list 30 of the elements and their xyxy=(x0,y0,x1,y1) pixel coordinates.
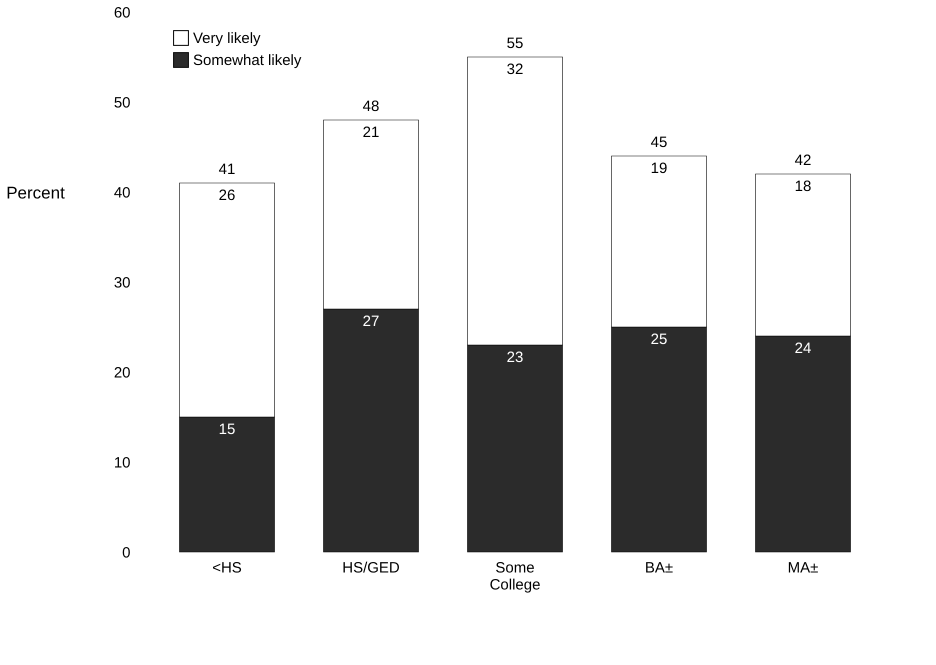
y-tick-label: 0 xyxy=(122,544,130,562)
data-label: 23 xyxy=(506,349,524,366)
data-label: 15 xyxy=(218,421,236,438)
legend-label: Somewhat likely xyxy=(193,52,302,69)
x-tick-label: <HS xyxy=(212,560,242,576)
total-label: 55 xyxy=(506,35,524,52)
y-tick-label: 50 xyxy=(114,94,130,112)
data-label: 27 xyxy=(362,313,380,330)
y-tick-label: 60 xyxy=(114,4,130,22)
total-label: 42 xyxy=(794,152,812,169)
data-label: 26 xyxy=(218,187,236,204)
y-tick-label: 30 xyxy=(114,274,130,292)
y-axis-title: Percent xyxy=(6,184,66,202)
data-label: 24 xyxy=(794,340,812,357)
total-label: 48 xyxy=(362,98,380,115)
y-tick-label: 20 xyxy=(114,364,130,382)
total-label: 45 xyxy=(650,134,668,151)
data-label: 32 xyxy=(506,61,524,78)
y-tick-label: 10 xyxy=(114,454,130,472)
data-label: 25 xyxy=(650,331,668,348)
x-tick-label: BA± xyxy=(644,560,674,576)
data-label: 21 xyxy=(362,124,380,141)
x-tick-label: Some College xyxy=(490,560,540,594)
x-tick-label: HS/GED xyxy=(342,560,400,576)
total-label: 41 xyxy=(218,161,236,178)
x-tick-label: MA± xyxy=(788,560,818,576)
data-label: 18 xyxy=(794,178,812,195)
legend-label: Very likely xyxy=(193,30,262,47)
y-tick-label: 40 xyxy=(114,184,130,202)
data-label: 19 xyxy=(650,160,668,177)
